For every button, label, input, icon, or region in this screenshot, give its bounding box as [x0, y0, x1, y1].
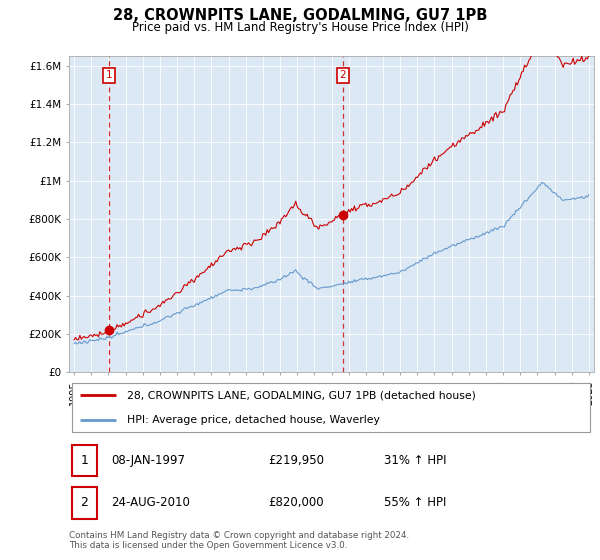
- Text: 55% ↑ HPI: 55% ↑ HPI: [384, 496, 446, 510]
- Text: 1: 1: [106, 70, 112, 80]
- Text: 1: 1: [80, 454, 88, 467]
- Text: 08-JAN-1997: 08-JAN-1997: [111, 454, 185, 467]
- Text: Price paid vs. HM Land Registry's House Price Index (HPI): Price paid vs. HM Land Registry's House …: [131, 21, 469, 34]
- Text: Contains HM Land Registry data © Crown copyright and database right 2024.
This d: Contains HM Land Registry data © Crown c…: [69, 531, 409, 550]
- FancyBboxPatch shape: [71, 487, 97, 519]
- Text: £219,950: £219,950: [269, 454, 325, 467]
- Text: 2: 2: [340, 70, 346, 80]
- Text: 2: 2: [80, 496, 88, 510]
- Text: 31% ↑ HPI: 31% ↑ HPI: [384, 454, 446, 467]
- FancyBboxPatch shape: [71, 383, 590, 432]
- Text: 28, CROWNPITS LANE, GODALMING, GU7 1PB: 28, CROWNPITS LANE, GODALMING, GU7 1PB: [113, 8, 487, 24]
- Text: 28, CROWNPITS LANE, GODALMING, GU7 1PB (detached house): 28, CROWNPITS LANE, GODALMING, GU7 1PB (…: [127, 390, 476, 400]
- Text: 24-AUG-2010: 24-AUG-2010: [111, 496, 190, 510]
- Text: HPI: Average price, detached house, Waverley: HPI: Average price, detached house, Wave…: [127, 414, 380, 424]
- FancyBboxPatch shape: [71, 445, 97, 477]
- Text: £820,000: £820,000: [269, 496, 324, 510]
